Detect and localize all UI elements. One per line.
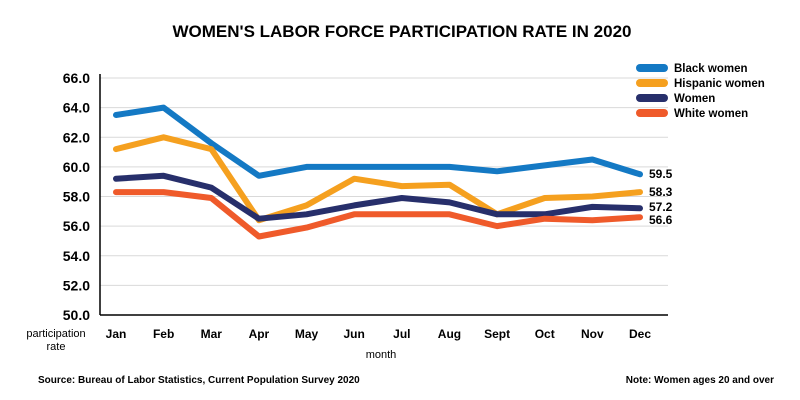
x-tick-label: Jan <box>106 327 127 341</box>
y-axis-label-line-2: rate <box>47 341 66 353</box>
x-tick-label: Sept <box>484 327 510 341</box>
y-tick-label: 66.0 <box>63 70 90 86</box>
x-tick-label: Dec <box>629 327 651 341</box>
series-line-women <box>113 172 643 222</box>
x-tick-label: Oct <box>535 327 555 341</box>
x-tick-labels: Jan Feb Mar Apr May Jun Jul Aug Sept Oct Nov Dec <box>106 327 652 341</box>
y-tick-label: 60.0 <box>63 159 90 175</box>
legend-label: Black women <box>674 63 748 75</box>
series-lines <box>113 104 643 240</box>
end-value-label: 56.6 <box>649 213 673 227</box>
chart-title: WOMEN'S LABOR FORCE PARTICIPATION RATE I… <box>173 22 632 41</box>
y-tick-label: 52.0 <box>63 277 90 293</box>
legend-item: White women <box>636 108 748 120</box>
x-tick-label: Apr <box>249 327 270 341</box>
y-axis-label-line-1: participation <box>26 328 85 340</box>
legend-item: Hispanic women <box>636 78 765 90</box>
y-tick-label: 50.0 <box>63 307 90 323</box>
axes <box>99 74 668 316</box>
x-tick-label: Aug <box>438 327 461 341</box>
legend-item: Women <box>636 93 715 105</box>
x-tick-label: Mar <box>201 327 223 341</box>
end-value-label: 59.5 <box>649 167 673 181</box>
series-line-black-women <box>113 104 643 179</box>
legend: Black women Hispanic women Women White wome… <box>636 63 765 120</box>
y-tick-label: 54.0 <box>63 248 90 264</box>
footnote: Note: Women ages 20 and over <box>626 375 774 386</box>
legend-label: White women <box>674 108 748 120</box>
series-line-hispanic-women <box>113 134 643 224</box>
legend-label: Hispanic women <box>674 78 765 90</box>
x-tick-label: Jun <box>344 327 365 341</box>
end-value-label: 58.3 <box>649 185 673 199</box>
series-line-white-women <box>113 189 643 240</box>
x-tick-label: May <box>295 327 319 341</box>
x-axis-label: month <box>366 349 397 361</box>
x-tick-label: Feb <box>153 327 174 341</box>
y-tick-label: 64.0 <box>63 100 90 116</box>
end-value-label: 57.2 <box>649 200 673 214</box>
y-tick-label: 62.0 <box>63 129 90 145</box>
legend-label: Women <box>674 93 715 105</box>
x-tick-label: Nov <box>581 327 604 341</box>
end-value-labels: 59.5 58.357.256.6 <box>649 167 673 227</box>
x-tick-label: Jul <box>393 327 410 341</box>
y-tick-label: 58.0 <box>63 189 90 205</box>
y-tick-label: 56.0 <box>63 218 90 234</box>
y-tick-labels: 50.0 52.0 54.0 56.0 58.0 60.0 62.0 64.0 66.0 <box>63 70 90 323</box>
source-note: Source: Bureau of Labor Statistics, Curr… <box>38 375 360 386</box>
legend-item: Black women <box>636 63 748 75</box>
